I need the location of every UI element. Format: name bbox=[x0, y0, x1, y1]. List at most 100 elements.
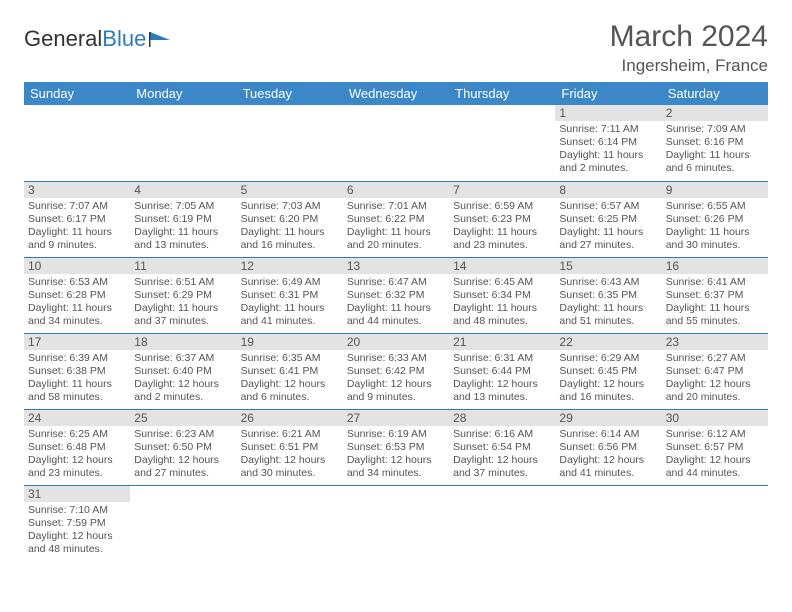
day-number: 11 bbox=[130, 258, 236, 274]
calendar-cell: 13Sunrise: 6:47 AMSunset: 6:32 PMDayligh… bbox=[343, 257, 449, 333]
day-details: Sunrise: 7:11 AMSunset: 6:14 PMDaylight:… bbox=[555, 121, 661, 177]
day-details: Sunrise: 6:53 AMSunset: 6:28 PMDaylight:… bbox=[24, 274, 130, 330]
calendar-week-row: 1Sunrise: 7:11 AMSunset: 6:14 PMDaylight… bbox=[24, 105, 768, 181]
weekday-header: Monday bbox=[130, 82, 236, 105]
calendar-cell bbox=[130, 485, 236, 561]
day-number: 16 bbox=[662, 258, 768, 274]
calendar-cell: 20Sunrise: 6:33 AMSunset: 6:42 PMDayligh… bbox=[343, 333, 449, 409]
day-number: 8 bbox=[555, 182, 661, 198]
day-details: Sunrise: 7:10 AMSunset: 7:59 PMDaylight:… bbox=[24, 502, 130, 558]
calendar-cell: 26Sunrise: 6:21 AMSunset: 6:51 PMDayligh… bbox=[237, 409, 343, 485]
logo-text-blue: Blue bbox=[102, 26, 146, 52]
day-number: 18 bbox=[130, 334, 236, 350]
day-number: 30 bbox=[662, 410, 768, 426]
calendar-cell: 24Sunrise: 6:25 AMSunset: 6:48 PMDayligh… bbox=[24, 409, 130, 485]
calendar-cell: 23Sunrise: 6:27 AMSunset: 6:47 PMDayligh… bbox=[662, 333, 768, 409]
day-number: 10 bbox=[24, 258, 130, 274]
calendar-week-row: 10Sunrise: 6:53 AMSunset: 6:28 PMDayligh… bbox=[24, 257, 768, 333]
calendar-cell bbox=[343, 485, 449, 561]
day-number: 4 bbox=[130, 182, 236, 198]
day-number: 31 bbox=[24, 486, 130, 502]
page-title: March 2024 bbox=[610, 20, 768, 54]
day-number: 21 bbox=[449, 334, 555, 350]
calendar-week-row: 31Sunrise: 7:10 AMSunset: 7:59 PMDayligh… bbox=[24, 485, 768, 561]
day-details: Sunrise: 6:35 AMSunset: 6:41 PMDaylight:… bbox=[237, 350, 343, 406]
day-details: Sunrise: 6:29 AMSunset: 6:45 PMDaylight:… bbox=[555, 350, 661, 406]
calendar-cell: 27Sunrise: 6:19 AMSunset: 6:53 PMDayligh… bbox=[343, 409, 449, 485]
day-number: 14 bbox=[449, 258, 555, 274]
weekday-header: Tuesday bbox=[237, 82, 343, 105]
day-number: 7 bbox=[449, 182, 555, 198]
calendar-cell bbox=[555, 485, 661, 561]
day-number: 24 bbox=[24, 410, 130, 426]
calendar-week-row: 24Sunrise: 6:25 AMSunset: 6:48 PMDayligh… bbox=[24, 409, 768, 485]
day-details: Sunrise: 6:41 AMSunset: 6:37 PMDaylight:… bbox=[662, 274, 768, 330]
calendar-cell: 15Sunrise: 6:43 AMSunset: 6:35 PMDayligh… bbox=[555, 257, 661, 333]
calendar-cell: 14Sunrise: 6:45 AMSunset: 6:34 PMDayligh… bbox=[449, 257, 555, 333]
day-number: 23 bbox=[662, 334, 768, 350]
day-number: 29 bbox=[555, 410, 661, 426]
day-details: Sunrise: 6:37 AMSunset: 6:40 PMDaylight:… bbox=[130, 350, 236, 406]
day-number: 20 bbox=[343, 334, 449, 350]
day-number: 26 bbox=[237, 410, 343, 426]
day-details: Sunrise: 6:47 AMSunset: 6:32 PMDaylight:… bbox=[343, 274, 449, 330]
calendar-cell: 21Sunrise: 6:31 AMSunset: 6:44 PMDayligh… bbox=[449, 333, 555, 409]
calendar-cell bbox=[449, 105, 555, 181]
day-number: 28 bbox=[449, 410, 555, 426]
calendar-table: SundayMondayTuesdayWednesdayThursdayFrid… bbox=[24, 82, 768, 561]
calendar-cell: 17Sunrise: 6:39 AMSunset: 6:38 PMDayligh… bbox=[24, 333, 130, 409]
day-details: Sunrise: 7:07 AMSunset: 6:17 PMDaylight:… bbox=[24, 198, 130, 254]
day-details: Sunrise: 6:31 AMSunset: 6:44 PMDaylight:… bbox=[449, 350, 555, 406]
calendar-cell bbox=[130, 105, 236, 181]
calendar-cell: 8Sunrise: 6:57 AMSunset: 6:25 PMDaylight… bbox=[555, 181, 661, 257]
day-details: Sunrise: 6:33 AMSunset: 6:42 PMDaylight:… bbox=[343, 350, 449, 406]
weekday-header: Sunday bbox=[24, 82, 130, 105]
day-number: 6 bbox=[343, 182, 449, 198]
day-number: 9 bbox=[662, 182, 768, 198]
weekday-header: Friday bbox=[555, 82, 661, 105]
calendar-cell: 5Sunrise: 7:03 AMSunset: 6:20 PMDaylight… bbox=[237, 181, 343, 257]
calendar-cell: 22Sunrise: 6:29 AMSunset: 6:45 PMDayligh… bbox=[555, 333, 661, 409]
calendar-cell: 18Sunrise: 6:37 AMSunset: 6:40 PMDayligh… bbox=[130, 333, 236, 409]
calendar-cell: 10Sunrise: 6:53 AMSunset: 6:28 PMDayligh… bbox=[24, 257, 130, 333]
day-number: 2 bbox=[662, 105, 768, 121]
day-number: 25 bbox=[130, 410, 236, 426]
day-details: Sunrise: 6:25 AMSunset: 6:48 PMDaylight:… bbox=[24, 426, 130, 482]
calendar-cell: 16Sunrise: 6:41 AMSunset: 6:37 PMDayligh… bbox=[662, 257, 768, 333]
calendar-cell: 1Sunrise: 7:11 AMSunset: 6:14 PMDaylight… bbox=[555, 105, 661, 181]
location: Ingersheim, France bbox=[610, 56, 768, 76]
logo-flag-icon bbox=[148, 30, 174, 48]
day-details: Sunrise: 6:12 AMSunset: 6:57 PMDaylight:… bbox=[662, 426, 768, 482]
calendar-cell bbox=[24, 105, 130, 181]
calendar-cell: 29Sunrise: 6:14 AMSunset: 6:56 PMDayligh… bbox=[555, 409, 661, 485]
calendar-cell: 19Sunrise: 6:35 AMSunset: 6:41 PMDayligh… bbox=[237, 333, 343, 409]
logo-text-general: General bbox=[24, 26, 102, 52]
day-details: Sunrise: 6:59 AMSunset: 6:23 PMDaylight:… bbox=[449, 198, 555, 254]
day-details: Sunrise: 6:14 AMSunset: 6:56 PMDaylight:… bbox=[555, 426, 661, 482]
calendar-cell bbox=[449, 485, 555, 561]
day-number: 19 bbox=[237, 334, 343, 350]
day-number: 3 bbox=[24, 182, 130, 198]
day-details: Sunrise: 6:23 AMSunset: 6:50 PMDaylight:… bbox=[130, 426, 236, 482]
day-number: 12 bbox=[237, 258, 343, 274]
calendar-cell: 4Sunrise: 7:05 AMSunset: 6:19 PMDaylight… bbox=[130, 181, 236, 257]
calendar-cell: 28Sunrise: 6:16 AMSunset: 6:54 PMDayligh… bbox=[449, 409, 555, 485]
logo: GeneralBlue bbox=[24, 26, 174, 52]
calendar-cell: 11Sunrise: 6:51 AMSunset: 6:29 PMDayligh… bbox=[130, 257, 236, 333]
day-details: Sunrise: 6:45 AMSunset: 6:34 PMDaylight:… bbox=[449, 274, 555, 330]
day-details: Sunrise: 7:09 AMSunset: 6:16 PMDaylight:… bbox=[662, 121, 768, 177]
day-details: Sunrise: 6:51 AMSunset: 6:29 PMDaylight:… bbox=[130, 274, 236, 330]
title-block: March 2024 Ingersheim, France bbox=[610, 20, 768, 76]
calendar-cell: 25Sunrise: 6:23 AMSunset: 6:50 PMDayligh… bbox=[130, 409, 236, 485]
calendar-week-row: 17Sunrise: 6:39 AMSunset: 6:38 PMDayligh… bbox=[24, 333, 768, 409]
calendar-cell: 30Sunrise: 6:12 AMSunset: 6:57 PMDayligh… bbox=[662, 409, 768, 485]
day-details: Sunrise: 6:43 AMSunset: 6:35 PMDaylight:… bbox=[555, 274, 661, 330]
calendar-cell: 7Sunrise: 6:59 AMSunset: 6:23 PMDaylight… bbox=[449, 181, 555, 257]
day-number: 1 bbox=[555, 105, 661, 121]
day-number: 27 bbox=[343, 410, 449, 426]
day-details: Sunrise: 7:01 AMSunset: 6:22 PMDaylight:… bbox=[343, 198, 449, 254]
calendar-body: 1Sunrise: 7:11 AMSunset: 6:14 PMDaylight… bbox=[24, 105, 768, 561]
day-number: 22 bbox=[555, 334, 661, 350]
day-number: 17 bbox=[24, 334, 130, 350]
calendar-cell bbox=[662, 485, 768, 561]
